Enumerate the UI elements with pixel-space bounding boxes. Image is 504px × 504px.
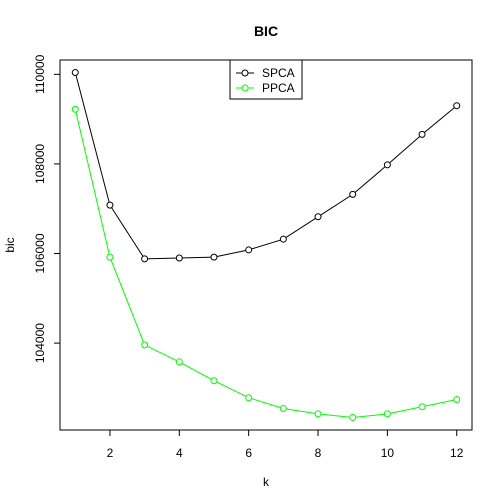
- spca-point: [418, 130, 426, 138]
- ppca-point: [210, 377, 218, 385]
- y-tick-label: 108000: [33, 144, 47, 184]
- ppca-series-line: [74, 109, 457, 419]
- spca-point: [279, 235, 287, 243]
- spca-point: [175, 254, 183, 262]
- series-layer: [71, 69, 461, 421]
- spca-point: [383, 161, 391, 169]
- ppca-point: [175, 358, 183, 366]
- y-axis: 104000 106000 108000 110000: [33, 54, 60, 363]
- ppca-point: [418, 403, 426, 411]
- x-tick-label: 10: [381, 446, 395, 460]
- ppca-point: [349, 413, 357, 421]
- ppca-point: [141, 341, 149, 349]
- x-tick-label: 8: [315, 446, 322, 460]
- ppca-legend-label: PPCA: [262, 81, 295, 95]
- ppca-legend-marker: [241, 84, 249, 92]
- spca-legend-marker: [241, 69, 249, 77]
- legend-box: [229, 59, 303, 100]
- x-tick-label: 2: [107, 446, 114, 460]
- spca-point: [106, 201, 114, 209]
- ppca-point: [245, 394, 253, 402]
- spca-point: [453, 102, 461, 110]
- ppca-point: [383, 410, 391, 418]
- ppca-point: [71, 105, 79, 113]
- ppca-point: [314, 410, 322, 418]
- spca-series-line: [74, 72, 458, 260]
- y-tick-label: 106000: [33, 233, 47, 273]
- spca-point: [314, 213, 322, 221]
- x-tick-label: 12: [450, 446, 464, 460]
- x-tick-label: 4: [176, 446, 183, 460]
- x-axis-label: k: [263, 475, 270, 489]
- spca-point: [210, 253, 218, 261]
- y-tick-label: 110000: [33, 54, 47, 93]
- x-tick-label: 6: [245, 446, 252, 460]
- spca-point: [141, 255, 149, 263]
- spca-point: [349, 190, 357, 198]
- spca-point: [71, 69, 79, 77]
- spca-legend-label: SPCA: [262, 66, 295, 80]
- y-tick-label: 104000: [33, 323, 47, 363]
- spca-point: [245, 246, 253, 254]
- x-axis: 2 4 6 8 10 12: [107, 430, 464, 460]
- ppca-point: [453, 396, 461, 404]
- chart-title: BIC: [254, 23, 278, 39]
- ppca-point: [279, 404, 287, 412]
- y-axis-label: bic: [3, 237, 17, 252]
- ppca-point: [106, 253, 114, 261]
